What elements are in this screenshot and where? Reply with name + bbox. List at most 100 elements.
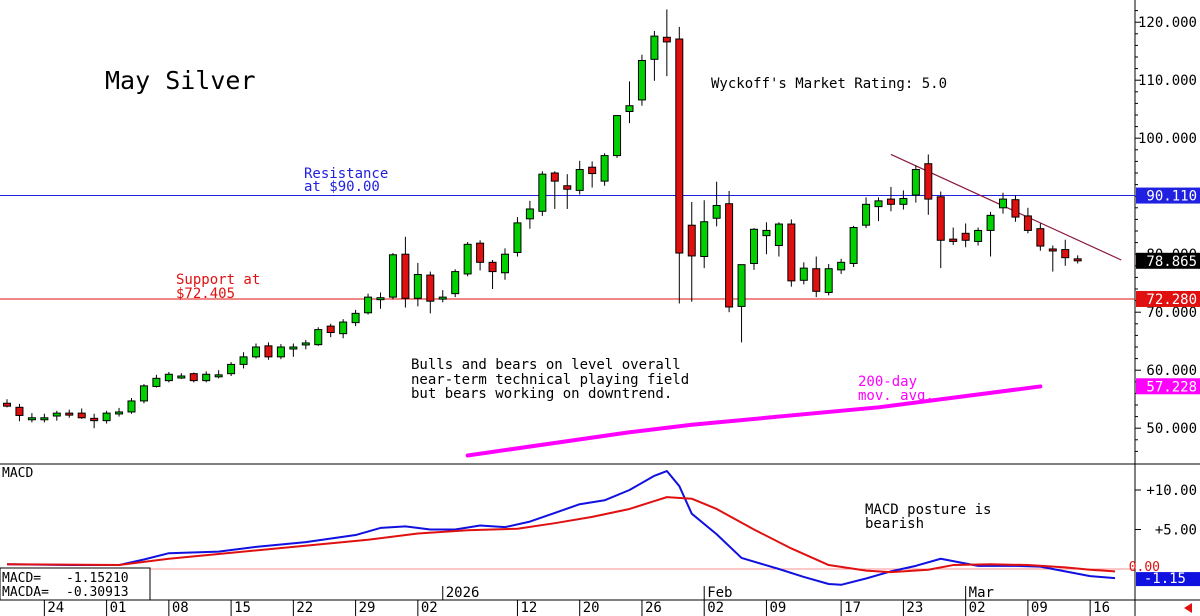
candle-up <box>862 203 871 226</box>
macd-layer <box>0 470 1135 586</box>
macd-readout-label: MACD= <box>2 571 41 586</box>
month-label: Feb <box>707 585 732 601</box>
candle-down <box>1036 228 1045 247</box>
candle-down <box>550 172 559 182</box>
candle-up <box>737 264 746 307</box>
price-tag-label: 72.280 <box>1146 292 1197 308</box>
price-tag-box <box>1136 252 1200 269</box>
x-tick-label: 09 <box>1031 600 1048 616</box>
support-label-line2: $72.405 <box>176 286 235 302</box>
candle-up <box>139 385 148 402</box>
y-tick-label: 100.000 <box>1138 131 1197 147</box>
commentary-line1: Bulls and bears on level overall <box>411 357 681 373</box>
resistance-label-line1: Resistance <box>304 166 388 182</box>
price-tag-label: 78.865 <box>1146 254 1197 270</box>
candle-up <box>525 208 534 220</box>
candle-down <box>65 412 74 416</box>
candle-down <box>1061 249 1070 259</box>
candle-down <box>401 253 410 299</box>
x-tick-label: 29 <box>359 600 376 616</box>
candle-down <box>961 232 970 241</box>
candle-down <box>1023 215 1032 231</box>
macda-readout-value: -0.30913 <box>66 585 129 600</box>
candle-up <box>700 221 709 258</box>
macd-panel-title: MACD <box>2 466 33 481</box>
candle-down <box>90 417 99 422</box>
x-tick-label: 09 <box>769 600 786 616</box>
candle-up <box>164 373 173 382</box>
candle-up <box>750 228 758 264</box>
candle-down <box>662 36 671 43</box>
resistance-label-line2: at $90.00 <box>304 179 380 195</box>
price-tag-label: 90.110 <box>1146 189 1197 205</box>
candle-up <box>413 274 422 299</box>
ma200-label-line1: 200-day <box>858 374 917 390</box>
candle-down <box>264 345 273 358</box>
candle-up <box>974 229 983 242</box>
candle-up <box>600 155 609 182</box>
candle-up <box>438 296 447 300</box>
candle-down <box>936 196 945 241</box>
x-tick-label: 24 <box>47 600 64 616</box>
x-tick-label: 22 <box>296 600 313 616</box>
candle-down <box>949 238 958 242</box>
candle-down <box>886 198 895 205</box>
macd-zero-tag: 0.00 <box>1129 560 1160 575</box>
candle-up <box>513 222 522 253</box>
x-tick-label: 01 <box>110 600 127 616</box>
macd-series-macda <box>6 496 1116 574</box>
candle-up <box>899 198 908 205</box>
price-tag-label: 57.228 <box>1146 379 1197 395</box>
candle-up <box>501 253 509 274</box>
candle-up <box>339 321 348 335</box>
candle-down <box>488 261 497 273</box>
commentary-line2: near-term technical playing field <box>411 372 689 388</box>
x-tick-label: 17 <box>844 600 861 616</box>
market-rating: Wyckoff's Market Rating: 5.0 <box>711 76 947 92</box>
candle-up <box>986 214 995 231</box>
candle-up <box>351 312 360 324</box>
candle-up <box>625 105 634 113</box>
candle-up <box>252 346 260 358</box>
x-tick-label: 16 <box>1093 600 1110 616</box>
y-tick-label: 120.000 <box>1138 15 1197 31</box>
x-tick-label: 02 <box>421 600 438 616</box>
scroll-arrow-icon[interactable] <box>1184 603 1192 613</box>
candle-up <box>650 35 659 60</box>
axis-layer: 50.00060.00070.00080.00090.000100.000110… <box>43 10 1200 616</box>
candle-up <box>127 400 136 413</box>
price-tag-box <box>1136 378 1200 395</box>
candle-up <box>613 115 622 157</box>
candle-up <box>799 267 808 281</box>
candle-up <box>824 268 833 293</box>
x-tick-label: 20 <box>583 600 600 616</box>
macd-current-tag-box <box>1136 572 1200 587</box>
x-tick-label: 26 <box>645 600 662 616</box>
candle-up <box>314 329 323 346</box>
candle-up <box>214 374 223 378</box>
candle-down <box>675 38 684 254</box>
commentary-line3: but bears working on downtrend. <box>411 386 672 402</box>
candle-up <box>637 59 646 101</box>
support-label-line1: Support at <box>176 272 260 288</box>
candle-up <box>712 204 721 219</box>
candle-up <box>276 346 285 358</box>
candle-up <box>911 169 920 196</box>
candle-down <box>812 268 821 292</box>
candle-down <box>588 166 597 175</box>
macd-comment-line2: bearish <box>865 516 924 532</box>
candle-up <box>102 412 111 422</box>
candle-down <box>476 242 485 263</box>
candle-down <box>189 373 198 382</box>
macd-current-tag: -1.15 <box>1144 571 1186 587</box>
y-tick-label: 60.000 <box>1146 363 1197 379</box>
x-tick-label: 02 <box>969 600 986 616</box>
macda-readout-label: MACDA= <box>2 585 49 600</box>
macd-y-tick-label: +10.00 <box>1146 483 1197 499</box>
ma200-layer <box>465 384 1043 458</box>
candle-up <box>27 417 36 421</box>
ma200-line <box>465 384 1043 458</box>
macd-readout-value: -1.15210 <box>66 571 129 586</box>
candle-down <box>426 274 435 302</box>
